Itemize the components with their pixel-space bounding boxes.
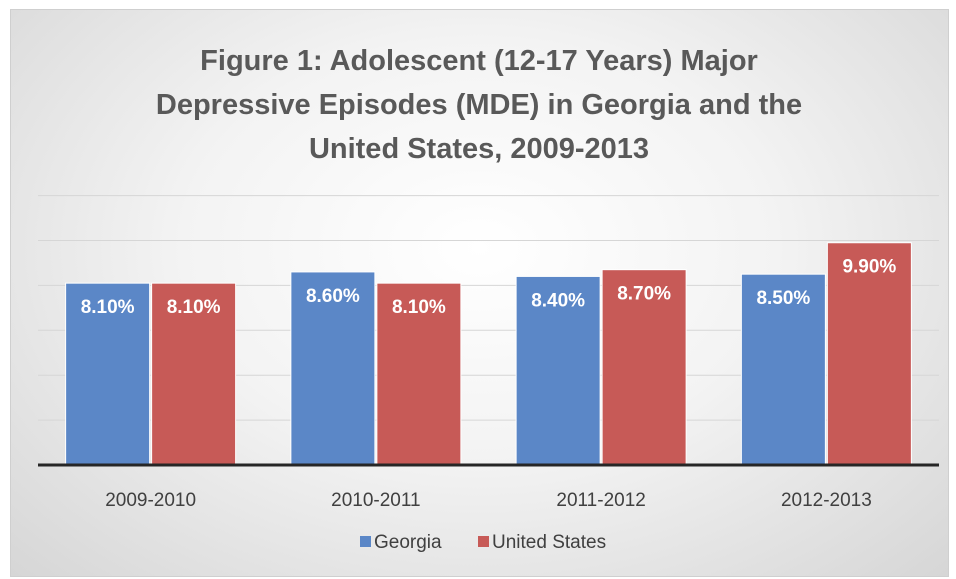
x-tick-label: 2009-2010 [105, 490, 196, 511]
legend-label: Georgia [374, 532, 442, 553]
x-tick-label: 2012-2013 [781, 490, 872, 511]
bar-united-states [151, 282, 237, 466]
legend-swatch-georgia [360, 536, 371, 547]
data-label: 9.90% [842, 257, 896, 278]
data-label: 8.10% [81, 297, 135, 318]
x-tick-label: 2010-2011 [331, 490, 420, 511]
bar-georgia [740, 273, 826, 466]
chart-title-line-1: Figure 1: Adolescent (12-17 Years) Major [200, 45, 758, 77]
bar-united-states [601, 269, 687, 466]
x-tick-label: 2011-2012 [556, 490, 645, 511]
legend-swatch-united-states [478, 536, 489, 547]
chart-title-line-3: United States, 2009-2013 [309, 133, 649, 165]
bar-united-states [376, 282, 462, 466]
chart-svg: Figure 1: Adolescent (12-17 Years) Major… [38, 45, 939, 553]
data-label: 8.40% [531, 290, 585, 311]
data-label: 8.70% [617, 284, 671, 305]
data-label: 8.60% [306, 286, 360, 307]
bar-georgia [290, 271, 376, 466]
chart-area: Figure 1: Adolescent (12-17 Years) Major… [10, 9, 949, 577]
legend-label: United States [492, 532, 606, 553]
bar-united-states [826, 242, 912, 466]
chart-title-line-2: Depressive Episodes (MDE) in Georgia and… [156, 89, 802, 121]
data-label: 8.10% [392, 297, 446, 318]
data-label: 8.50% [756, 288, 810, 309]
bar-georgia [515, 275, 601, 466]
data-label: 8.10% [167, 297, 221, 318]
